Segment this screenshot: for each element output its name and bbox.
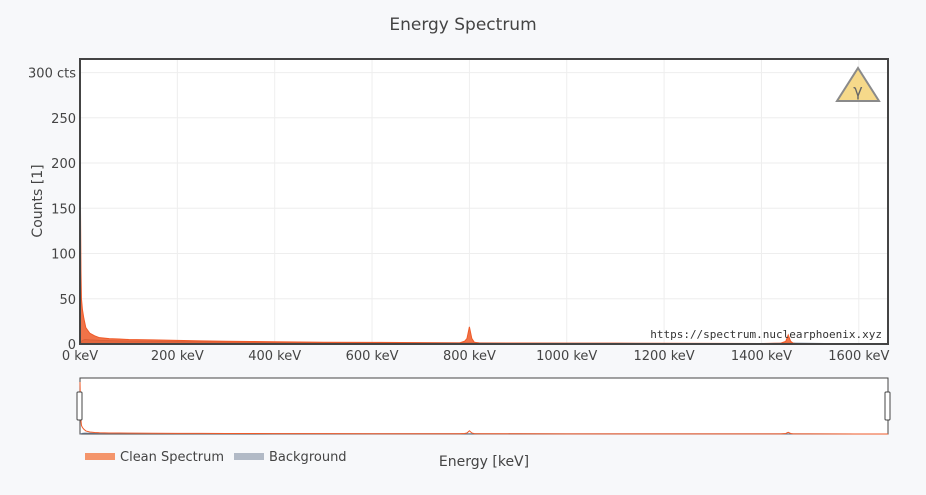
watermark-url: https://spectrum.nuclearphoenix.xyz xyxy=(650,328,882,341)
y-tick-label: 200 xyxy=(51,157,76,172)
x-tick-label: 800 keV xyxy=(443,349,496,364)
x-tick-label: 1600 keV xyxy=(828,349,889,364)
x-tick-label: 600 keV xyxy=(346,349,399,364)
legend-item-background[interactable]: Background xyxy=(234,450,347,465)
y-tick-label: 0 xyxy=(68,338,76,353)
range-slider-right-handle[interactable] xyxy=(884,391,891,421)
range-slider[interactable] xyxy=(79,377,889,435)
legend-label-background: Background xyxy=(269,450,347,465)
x-tick-label: 200 keV xyxy=(151,349,204,364)
x-tick-label: 1400 keV xyxy=(731,349,792,364)
x-tick-label: 0 keV xyxy=(62,349,98,364)
range-slider-left-handle[interactable] xyxy=(76,391,83,421)
y-tick-label: 50 xyxy=(59,293,76,308)
legend-swatch-clean-spectrum xyxy=(85,453,115,460)
x-tick-label: 1200 keV xyxy=(634,349,695,364)
tick-labels: 0 keV 200 keV 400 keV 600 keV 800 keV 1000 ke… xyxy=(28,67,889,364)
y-tick-label: 250 xyxy=(51,112,76,127)
y-tick-label: 100 xyxy=(51,248,76,263)
y-tick-label: 150 xyxy=(51,202,76,217)
series-clean-spectrum xyxy=(79,68,889,345)
y-axis-title: Counts [1] xyxy=(30,164,46,237)
range-slider-preview xyxy=(79,381,889,435)
y-tick-label: 300 cts xyxy=(28,67,76,82)
legend-swatch-background xyxy=(234,453,264,460)
legend-item-clean-spectrum[interactable]: Clean Spectrum xyxy=(85,450,224,465)
plot-frame xyxy=(79,58,889,345)
x-axis-title: Energy [keV] xyxy=(439,454,529,470)
logo-symbol: γ xyxy=(853,81,862,100)
x-tick-label: 1000 keV xyxy=(536,349,597,364)
x-tick-label: 400 keV xyxy=(248,349,301,364)
plot-area[interactable] xyxy=(80,59,888,344)
legend-label-clean-spectrum: Clean Spectrum xyxy=(120,450,224,465)
slider-series-clean-spectrum xyxy=(79,381,889,435)
chart-title: Energy Spectrum xyxy=(389,15,536,35)
radiation-gamma-icon: γ xyxy=(835,66,881,102)
